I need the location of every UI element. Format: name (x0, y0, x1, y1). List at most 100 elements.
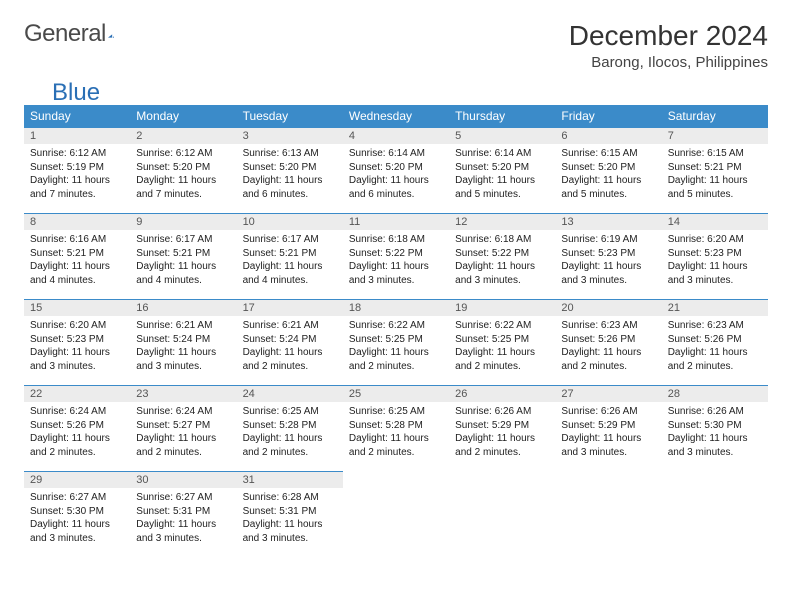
sunrise-line: Sunrise: 6:19 AM (561, 233, 655, 247)
day-header: Saturday (662, 105, 768, 127)
day-number: 1 (24, 128, 130, 144)
calendar-cell: 1Sunrise: 6:12 AMSunset: 5:19 PMDaylight… (24, 127, 130, 213)
calendar-cell: 13Sunrise: 6:19 AMSunset: 5:23 PMDayligh… (555, 213, 661, 299)
daylight-line: Daylight: 11 hours and 2 minutes. (455, 346, 549, 373)
day-details: Sunrise: 6:12 AMSunset: 5:20 PMDaylight:… (130, 144, 236, 207)
day-number: 24 (237, 386, 343, 402)
sunset-line: Sunset: 5:26 PM (561, 333, 655, 347)
calendar-cell: 9Sunrise: 6:17 AMSunset: 5:21 PMDaylight… (130, 213, 236, 299)
sunrise-line: Sunrise: 6:12 AM (136, 147, 230, 161)
daylight-line: Daylight: 11 hours and 4 minutes. (136, 260, 230, 287)
sunrise-line: Sunrise: 6:14 AM (349, 147, 443, 161)
daylight-line: Daylight: 11 hours and 2 minutes. (349, 432, 443, 459)
day-details: Sunrise: 6:24 AMSunset: 5:27 PMDaylight:… (130, 402, 236, 465)
daylight-line: Daylight: 11 hours and 5 minutes. (561, 174, 655, 201)
day-details: Sunrise: 6:21 AMSunset: 5:24 PMDaylight:… (130, 316, 236, 379)
sunset-line: Sunset: 5:25 PM (349, 333, 443, 347)
day-number: 4 (343, 128, 449, 144)
daylight-line: Daylight: 11 hours and 2 minutes. (349, 346, 443, 373)
daylight-line: Daylight: 11 hours and 2 minutes. (30, 432, 124, 459)
sunrise-line: Sunrise: 6:21 AM (243, 319, 337, 333)
calendar-cell: 25Sunrise: 6:25 AMSunset: 5:28 PMDayligh… (343, 385, 449, 471)
sunset-line: Sunset: 5:20 PM (561, 161, 655, 175)
day-header: Wednesday (343, 105, 449, 127)
sunset-line: Sunset: 5:30 PM (30, 505, 124, 519)
sunrise-line: Sunrise: 6:25 AM (243, 405, 337, 419)
day-number: 15 (24, 300, 130, 316)
day-number: 20 (555, 300, 661, 316)
sunrise-line: Sunrise: 6:28 AM (243, 491, 337, 505)
day-details: Sunrise: 6:20 AMSunset: 5:23 PMDaylight:… (662, 230, 768, 293)
day-number: 26 (449, 386, 555, 402)
logo-triangle-icon (108, 26, 114, 46)
sunrise-line: Sunrise: 6:20 AM (668, 233, 762, 247)
sunset-line: Sunset: 5:27 PM (136, 419, 230, 433)
daylight-line: Daylight: 11 hours and 3 minutes. (30, 346, 124, 373)
sunrise-line: Sunrise: 6:12 AM (30, 147, 124, 161)
day-details: Sunrise: 6:27 AMSunset: 5:30 PMDaylight:… (24, 488, 130, 551)
daylight-line: Daylight: 11 hours and 6 minutes. (243, 174, 337, 201)
day-details: Sunrise: 6:12 AMSunset: 5:19 PMDaylight:… (24, 144, 130, 207)
day-details: Sunrise: 6:26 AMSunset: 5:29 PMDaylight:… (449, 402, 555, 465)
day-details: Sunrise: 6:22 AMSunset: 5:25 PMDaylight:… (343, 316, 449, 379)
calendar-cell: 31Sunrise: 6:28 AMSunset: 5:31 PMDayligh… (237, 471, 343, 557)
day-number: 13 (555, 214, 661, 230)
sunrise-line: Sunrise: 6:27 AM (136, 491, 230, 505)
daylight-line: Daylight: 11 hours and 4 minutes. (30, 260, 124, 287)
sunrise-line: Sunrise: 6:22 AM (349, 319, 443, 333)
day-details: Sunrise: 6:23 AMSunset: 5:26 PMDaylight:… (662, 316, 768, 379)
day-details: Sunrise: 6:14 AMSunset: 5:20 PMDaylight:… (343, 144, 449, 207)
daylight-line: Daylight: 11 hours and 3 minutes. (349, 260, 443, 287)
day-details: Sunrise: 6:26 AMSunset: 5:30 PMDaylight:… (662, 402, 768, 465)
calendar-cell: 19Sunrise: 6:22 AMSunset: 5:25 PMDayligh… (449, 299, 555, 385)
sunset-line: Sunset: 5:23 PM (30, 333, 124, 347)
calendar-cell: 20 Sunrise: 6:23 AMSunset: 5:26 PMDayligh… (555, 299, 661, 385)
day-header: Monday (130, 105, 236, 127)
sunrise-line: Sunrise: 6:23 AM (668, 319, 762, 333)
day-number: 10 (237, 214, 343, 230)
sunrise-line: Sunrise: 6:15 AM (561, 147, 655, 161)
day-number: 14 (662, 214, 768, 230)
day-details: Sunrise: 6:22 AMSunset: 5:25 PMDaylight:… (449, 316, 555, 379)
sunrise-line: Sunrise: 6:23 AM (561, 319, 655, 333)
month-title: December 2024 (569, 20, 768, 52)
sunset-line: Sunset: 5:21 PM (668, 161, 762, 175)
day-number: 27 (555, 386, 661, 402)
calendar-cell: 2Sunrise: 6:12 AMSunset: 5:20 PMDaylight… (130, 127, 236, 213)
sunrise-line: Sunrise: 6:20 AM (30, 319, 124, 333)
sunset-line: Sunset: 5:26 PM (668, 333, 762, 347)
daylight-line: Daylight: 11 hours and 3 minutes. (455, 260, 549, 287)
day-header: Thursday (449, 105, 555, 127)
calendar-cell (343, 471, 449, 557)
day-number: 19 (449, 300, 555, 316)
daylight-line: Daylight: 11 hours and 2 minutes. (243, 346, 337, 373)
calendar-cell: 24Sunrise: 6:25 AMSunset: 5:28 PMDayligh… (237, 385, 343, 471)
sunset-line: Sunset: 5:31 PM (136, 505, 230, 519)
sunset-line: Sunset: 5:28 PM (243, 419, 337, 433)
calendar-cell: 18Sunrise: 6:22 AMSunset: 5:25 PMDayligh… (343, 299, 449, 385)
calendar-cell: 23Sunrise: 6:24 AMSunset: 5:27 PMDayligh… (130, 385, 236, 471)
calendar-cell (555, 471, 661, 557)
sunrise-line: Sunrise: 6:26 AM (455, 405, 549, 419)
sunrise-line: Sunrise: 6:21 AM (136, 319, 230, 333)
logo-text-gray: General (24, 20, 106, 48)
sunset-line: Sunset: 5:23 PM (561, 247, 655, 261)
sunrise-line: Sunrise: 6:24 AM (30, 405, 124, 419)
sunset-line: Sunset: 5:21 PM (30, 247, 124, 261)
sunset-line: Sunset: 5:20 PM (349, 161, 443, 175)
sunrise-line: Sunrise: 6:25 AM (349, 405, 443, 419)
day-header: Tuesday (237, 105, 343, 127)
daylight-line: Daylight: 11 hours and 2 minutes. (561, 346, 655, 373)
day-details: Sunrise: 6:14 AMSunset: 5:20 PMDaylight:… (449, 144, 555, 207)
day-header: Friday (555, 105, 661, 127)
daylight-line: Daylight: 11 hours and 2 minutes. (455, 432, 549, 459)
day-details: Sunrise: 6:17 AMSunset: 5:21 PMDaylight:… (237, 230, 343, 293)
calendar-cell: 12Sunrise: 6:18 AMSunset: 5:22 PMDayligh… (449, 213, 555, 299)
day-details: Sunrise: 6:24 AMSunset: 5:26 PMDaylight:… (24, 402, 130, 465)
logo-blue-text: General Blue (24, 51, 768, 107)
daylight-line: Daylight: 11 hours and 7 minutes. (30, 174, 124, 201)
sunrise-line: Sunrise: 6:17 AM (136, 233, 230, 247)
day-details: Sunrise: 6:13 AMSunset: 5:20 PMDaylight:… (237, 144, 343, 207)
day-number: 31 (237, 472, 343, 488)
day-number: 12 (449, 214, 555, 230)
